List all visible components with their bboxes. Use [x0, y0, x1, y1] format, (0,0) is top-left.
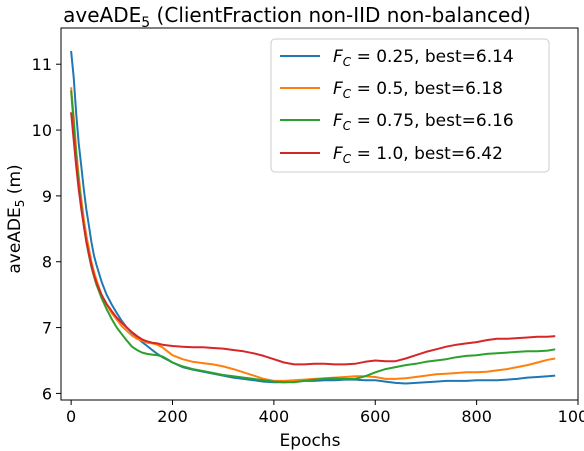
- legend-label-fc-025-symbol: F: [333, 47, 343, 67]
- x-tick-label-0: 0: [66, 407, 76, 426]
- legend-label-fc-05-rest: = 0.5, best=6.18: [351, 79, 503, 99]
- chart-title-sub: 5: [141, 15, 150, 31]
- legend-label-fc-075-symbol: F: [333, 111, 343, 131]
- axes-layer: 0 200 400 600 800 1000 6 7 8 9 10 11: [32, 27, 584, 426]
- legend-entry-fc-05: FC = 0.5, best=6.18: [280, 79, 503, 101]
- legend-label-fc-05-symbol: F: [333, 79, 343, 99]
- legend-label-fc-075-rest: = 0.75, best=6.16: [351, 111, 514, 131]
- legend-label-fc-075: FC = 0.75, best=6.16: [333, 111, 514, 133]
- legend-label-fc-10-symbol: F: [333, 144, 343, 164]
- y-tick-label-9: 9: [42, 187, 52, 206]
- legend-label-fc-10-rest: = 1.0, best=6.42: [351, 144, 503, 164]
- legend: FC = 0.25, best=6.14 FC = 0.5, best=6.18…: [270, 38, 550, 173]
- x-tick-label-800: 800: [461, 407, 492, 426]
- legend-label-fc-05: FC = 0.5, best=6.18: [333, 79, 503, 101]
- x-tick-label-600: 600: [360, 407, 391, 426]
- chart-title-rest: (ClientFraction non-IID non-balanced): [150, 3, 531, 27]
- x-axis-label: Epochs: [280, 431, 341, 451]
- legend-label-fc-10-sub: C: [343, 152, 352, 166]
- x-tick-label-1000: 1000: [558, 407, 584, 426]
- y-tick-label-11: 11: [32, 55, 52, 74]
- chart-title-main: aveADE: [63, 3, 141, 27]
- legend-frame: [270, 38, 550, 173]
- legend-entry-fc-10: FC = 1.0, best=6.42: [280, 144, 503, 166]
- y-axis-label-sub: 5: [13, 200, 27, 208]
- legend-label-fc-025: FC = 0.25, best=6.14: [333, 47, 514, 69]
- legend-entry-fc-075: FC = 0.75, best=6.16: [280, 111, 514, 133]
- y-tick-label-8: 8: [42, 253, 52, 272]
- axes-frame: [60, 27, 579, 401]
- series-line-fc-10: [70, 112, 556, 366]
- x-tick-label-400: 400: [259, 407, 290, 426]
- x-tick-label-200: 200: [157, 407, 188, 426]
- y-tick-label-10: 10: [32, 121, 52, 140]
- legend-label-fc-025-rest: = 0.25, best=6.14: [351, 47, 514, 67]
- y-tick-label-7: 7: [42, 319, 52, 338]
- y-axis-label-main: aveADE: [5, 207, 25, 273]
- y-axis-label-rest: (m): [5, 164, 25, 199]
- series-line-fc-025: [70, 50, 556, 385]
- y-axis-label: aveADE5 (m): [5, 164, 27, 273]
- chart-title: aveADE5 (ClientFraction non-IID non-bala…: [63, 3, 531, 31]
- y-tick-label-6: 6: [42, 384, 52, 403]
- legend-label-fc-05-sub: C: [343, 87, 352, 101]
- series-line-fc-075: [70, 90, 556, 384]
- legend-label-fc-025-sub: C: [343, 55, 352, 69]
- series-layer: [70, 50, 556, 385]
- legend-label-fc-075-sub: C: [343, 119, 352, 133]
- legend-entry-fc-025: FC = 0.25, best=6.14: [280, 47, 514, 69]
- legend-label-fc-10: FC = 1.0, best=6.42: [333, 144, 503, 166]
